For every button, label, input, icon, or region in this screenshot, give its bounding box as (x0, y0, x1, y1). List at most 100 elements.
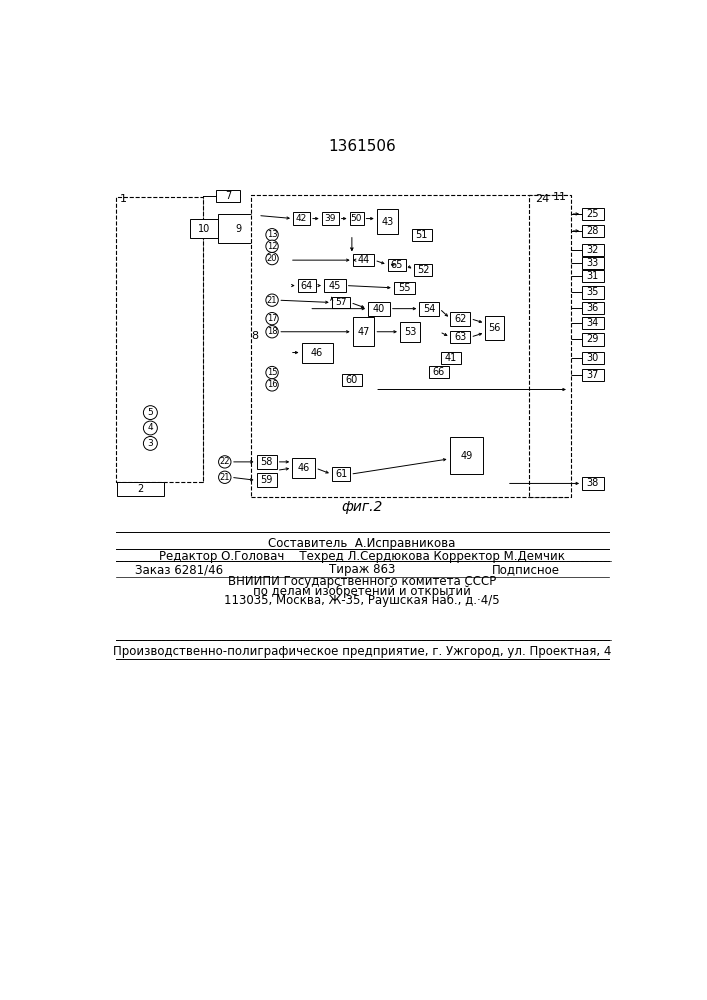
Bar (582, 208, 604, 220)
Bar (190, 219, 218, 238)
Text: 35: 35 (587, 287, 599, 297)
Text: 38: 38 (587, 478, 599, 488)
Text: 5: 5 (148, 408, 153, 417)
Text: 30: 30 (587, 353, 599, 363)
Bar (411, 229, 432, 241)
Bar (582, 352, 604, 364)
Text: 2: 2 (137, 484, 144, 494)
Text: 25: 25 (587, 209, 599, 219)
Bar (387, 259, 406, 271)
Bar (450, 437, 483, 474)
Bar (218, 214, 258, 243)
Text: Редактор О.Головач    Техред Л.Сердюкова Корректор М.Демчик: Редактор О.Головач Техред Л.Сердюкова Ко… (159, 550, 565, 563)
Bar (117, 482, 163, 496)
Bar (332, 467, 351, 481)
Text: 31: 31 (587, 271, 599, 281)
Text: 65: 65 (391, 260, 403, 270)
Text: 51: 51 (416, 230, 428, 240)
Text: 18: 18 (267, 327, 277, 336)
Text: 41: 41 (445, 353, 457, 363)
Text: фиг.2: фиг.2 (341, 500, 382, 514)
Text: 3: 3 (148, 439, 153, 448)
Text: 53: 53 (404, 327, 416, 337)
Bar (582, 286, 604, 299)
Bar (582, 270, 604, 282)
Circle shape (144, 406, 158, 420)
Bar (485, 316, 504, 340)
Bar (582, 369, 604, 381)
Text: 113035, Москва, Ж-35, Раушская наб., д.·4/5: 113035, Москва, Ж-35, Раушская наб., д.·… (224, 594, 500, 607)
Text: 45: 45 (329, 281, 341, 291)
Text: 49: 49 (460, 451, 473, 461)
Text: 66: 66 (433, 367, 445, 377)
Text: 36: 36 (587, 303, 599, 313)
Text: 43: 43 (381, 217, 394, 227)
Text: 46: 46 (311, 348, 323, 358)
Circle shape (266, 240, 279, 252)
Text: 40: 40 (373, 304, 385, 314)
Text: 46: 46 (298, 463, 310, 473)
Text: 16: 16 (267, 380, 277, 389)
Text: 57: 57 (335, 298, 346, 307)
Text: 63: 63 (455, 332, 467, 342)
Text: 1361506: 1361506 (328, 139, 396, 154)
Text: 61: 61 (335, 469, 347, 479)
Bar (450, 331, 470, 343)
Bar (257, 455, 276, 469)
Bar (322, 212, 339, 225)
Text: Производственно-полиграфическое предприятие, г. Ужгород, ул. Проектная, 4: Производственно-полиграфическое предприя… (112, 645, 611, 658)
Circle shape (266, 252, 279, 265)
Circle shape (144, 436, 158, 450)
Bar (582, 225, 604, 237)
Text: 37: 37 (587, 370, 599, 380)
Text: Подписное: Подписное (491, 563, 559, 576)
Text: 21: 21 (267, 296, 277, 305)
Bar (292, 458, 315, 478)
Text: 24: 24 (535, 194, 550, 204)
Text: 58: 58 (260, 457, 273, 467)
Bar (257, 473, 276, 487)
Text: 55: 55 (398, 283, 411, 293)
Text: 64: 64 (300, 281, 313, 291)
Bar (582, 477, 604, 490)
Text: 34: 34 (587, 318, 599, 328)
Bar (582, 244, 604, 256)
Text: ВНИИПИ Государственного комитета СССР: ВНИИПИ Государственного комитета СССР (228, 576, 496, 588)
Bar (353, 317, 374, 346)
Text: 7: 7 (225, 191, 231, 201)
Text: 52: 52 (417, 265, 429, 275)
Bar (216, 190, 240, 202)
Circle shape (144, 421, 158, 435)
Text: 29: 29 (587, 334, 599, 344)
Text: 1: 1 (119, 194, 127, 204)
Circle shape (266, 366, 279, 379)
Text: 20: 20 (267, 254, 277, 263)
Bar (394, 282, 416, 294)
Bar (414, 264, 433, 276)
Bar (341, 374, 362, 386)
Circle shape (266, 229, 279, 241)
Text: 15: 15 (267, 368, 277, 377)
Bar (353, 254, 374, 266)
Bar (428, 366, 449, 378)
Bar (450, 312, 470, 326)
Text: 4: 4 (148, 424, 153, 432)
Bar (441, 352, 461, 364)
Text: 39: 39 (325, 214, 336, 223)
Text: Составитель  А.Исправникова: Составитель А.Исправникова (268, 537, 455, 550)
Text: 56: 56 (489, 323, 501, 333)
Circle shape (218, 456, 231, 468)
Text: 12: 12 (267, 242, 277, 251)
Text: 10: 10 (198, 224, 210, 234)
Bar (582, 317, 604, 329)
Text: 8: 8 (252, 331, 259, 341)
Text: Заказ 6281/46: Заказ 6281/46 (135, 563, 223, 576)
Bar (582, 333, 604, 346)
Text: 54: 54 (423, 304, 436, 314)
Text: 62: 62 (454, 314, 467, 324)
Text: 33: 33 (587, 258, 599, 268)
Bar (298, 279, 316, 292)
Bar (301, 343, 332, 363)
Text: Тираж 863: Тираж 863 (329, 563, 395, 576)
Text: 13: 13 (267, 230, 277, 239)
